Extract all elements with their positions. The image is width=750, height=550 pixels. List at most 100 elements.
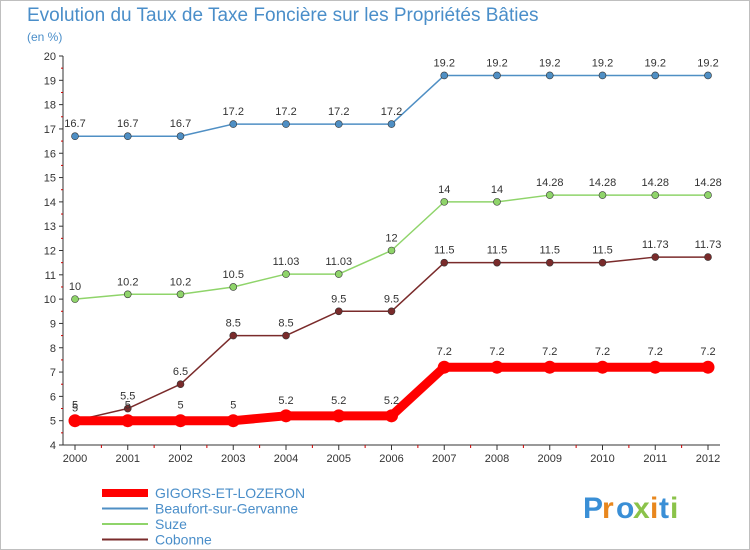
data-label-suze: 10.5 xyxy=(223,269,244,281)
data-label-suze: 14.28 xyxy=(536,177,564,189)
data-point-cobonne xyxy=(282,331,290,340)
series-points xyxy=(68,71,715,428)
logo-letter: P xyxy=(583,492,603,525)
y-tick-label: 20 xyxy=(44,51,56,63)
x-tick-label: 2009 xyxy=(538,453,562,465)
data-point-beaufort-sur-gervanne xyxy=(229,120,238,128)
data-label-gigors-et-lozeron: 5 xyxy=(125,400,131,412)
data-point-cobonne xyxy=(123,404,132,413)
y-tick-label: 6 xyxy=(50,391,56,403)
data-point-gigors-et-lozeron xyxy=(385,409,398,423)
data-label-cobonne: 11.5 xyxy=(487,245,508,257)
data-point-suze xyxy=(334,270,343,278)
chart-axes: 4 5 6 7 8 9 10 11 12 13 14 15 16 17 18 19 20 2000 2001 2002… xyxy=(44,51,720,465)
data-label-suze: 10 xyxy=(69,281,81,293)
legend-label: Beaufort-sur-Gervanne xyxy=(155,501,298,517)
data-point-gigors-et-lozeron xyxy=(543,360,557,374)
legend-label: Cobonne xyxy=(155,532,212,548)
data-point-beaufort-sur-gervanne xyxy=(440,71,449,80)
data-label-gigors-et-lozeron: 5 xyxy=(72,400,78,412)
data-label-gigors-et-lozeron: 7.2 xyxy=(648,346,663,358)
y-tick-label: 9 xyxy=(50,318,56,330)
data-point-suze xyxy=(651,191,660,199)
data-label-suze: 10.2 xyxy=(170,276,191,288)
x-tick-label: 2011 xyxy=(643,453,667,465)
data-label-suze: 14 xyxy=(491,184,503,196)
x-tick-label: 2001 xyxy=(116,453,140,465)
data-point-suze xyxy=(704,191,712,199)
data-label-suze: 14.28 xyxy=(589,177,617,189)
data-label-cobonne: 9.5 xyxy=(331,293,346,305)
y-tick-label: 16 xyxy=(44,148,56,160)
x-tick-label: 2008 xyxy=(485,453,509,465)
data-point-suze xyxy=(598,191,607,199)
data-label-suze: 11.03 xyxy=(273,256,300,268)
data-point-beaufort-sur-gervanne xyxy=(176,132,185,141)
data-point-cobonne xyxy=(545,258,554,267)
data-label-gigors-et-lozeron: 7.2 xyxy=(595,346,610,358)
data-point-gigors-et-lozeron xyxy=(279,409,293,423)
data-point-beaufort-sur-gervanne xyxy=(493,71,501,80)
y-tick-label: 8 xyxy=(50,343,56,355)
y-tick-label: 13 xyxy=(44,221,56,233)
data-label-cobonne: 11.5 xyxy=(434,245,455,257)
data-label-suze: 14.28 xyxy=(694,177,722,189)
data-label-gigors-et-lozeron: 5 xyxy=(177,400,183,412)
x-tick-label: 2003 xyxy=(221,453,245,465)
data-label-suze: 11.03 xyxy=(325,256,352,268)
x-tick-label: 2006 xyxy=(379,453,403,465)
y-tick-label: 5 xyxy=(50,416,56,428)
data-label-beaufort-sur-gervanne: 19.2 xyxy=(486,57,507,69)
data-point-gigors-et-lozeron xyxy=(226,414,240,428)
data-point-suze xyxy=(440,198,449,206)
logo-letter: r xyxy=(602,492,614,525)
data-point-gigors-et-lozeron xyxy=(121,414,135,428)
data-point-beaufort-sur-gervanne xyxy=(123,132,132,141)
x-tick-label: 2012 xyxy=(696,453,720,465)
logo-letter: o xyxy=(616,492,634,525)
data-point-cobonne xyxy=(176,380,185,389)
y-tick-label: 19 xyxy=(44,75,56,87)
data-label-suze: 14.28 xyxy=(641,177,669,189)
data-point-suze xyxy=(71,295,79,303)
data-point-gigors-et-lozeron xyxy=(648,360,662,374)
data-label-gigors-et-lozeron: 7.2 xyxy=(542,346,557,358)
data-label-cobonne: 11.5 xyxy=(539,245,560,257)
legend-label: Suze xyxy=(155,516,187,532)
data-label-beaufort-sur-gervanne: 19.2 xyxy=(697,57,718,69)
data-label-cobonne: 5.5 xyxy=(120,391,135,403)
y-tick-label: 14 xyxy=(44,197,56,209)
data-point-gigors-et-lozeron xyxy=(437,360,451,374)
data-point-cobonne xyxy=(387,307,396,316)
data-label-beaufort-sur-gervanne: 17.2 xyxy=(328,106,349,118)
data-label-gigors-et-lozeron: 5.2 xyxy=(278,395,293,407)
data-point-cobonne xyxy=(229,331,238,340)
data-label-gigors-et-lozeron: 7.2 xyxy=(437,346,452,358)
data-label-beaufort-sur-gervanne: 16.7 xyxy=(170,118,191,130)
data-label-gigors-et-lozeron: 5 xyxy=(230,400,236,412)
data-label-beaufort-sur-gervanne: 16.7 xyxy=(64,118,85,130)
data-label-cobonne: 11.73 xyxy=(695,239,722,251)
chart-title: Evolution du Taux de Taxe Foncière sur l… xyxy=(27,5,539,26)
data-label-cobonne: 11.73 xyxy=(642,239,669,251)
data-label-beaufort-sur-gervanne: 19.2 xyxy=(539,57,560,69)
x-tick-label: 2000 xyxy=(63,453,87,465)
data-label-gigors-et-lozeron: 7.2 xyxy=(700,346,715,358)
y-tick-label: 12 xyxy=(44,246,56,258)
data-label-suze: 14 xyxy=(438,184,450,196)
data-point-gigors-et-lozeron xyxy=(68,414,82,428)
legend-label: GIGORS-ET-LOZERON xyxy=(155,485,305,501)
data-label-beaufort-sur-gervanne: 19.2 xyxy=(645,57,666,69)
data-point-beaufort-sur-gervanne xyxy=(387,120,396,128)
data-label-cobonne: 11.5 xyxy=(592,245,613,257)
data-point-cobonne xyxy=(440,258,449,267)
data-point-gigors-et-lozeron xyxy=(490,360,504,374)
data-point-beaufort-sur-gervanne xyxy=(651,71,660,80)
data-label-beaufort-sur-gervanne: 19.2 xyxy=(434,57,455,69)
chart-unit-label: (en %) xyxy=(27,30,63,44)
data-label-cobonne: 8.5 xyxy=(278,318,293,330)
data-point-cobonne xyxy=(704,253,712,261)
data-point-gigors-et-lozeron xyxy=(701,360,715,374)
data-point-cobonne xyxy=(493,258,501,267)
